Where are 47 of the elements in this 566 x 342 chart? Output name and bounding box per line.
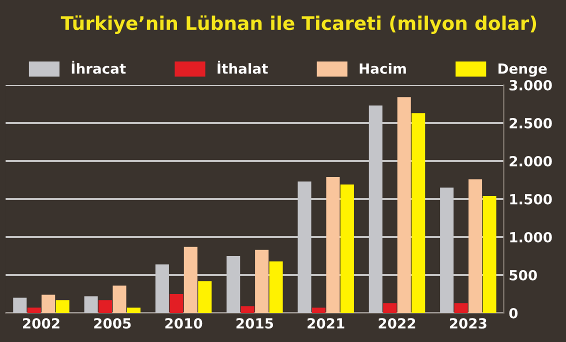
x-tick-label: 2002 [23,318,60,329]
y-tick-label: 2.000 [510,156,552,166]
bar [226,256,240,313]
bar [155,264,169,313]
bar [326,176,340,313]
bar [255,250,269,313]
bar [184,246,198,313]
bar [340,184,354,313]
bar [170,294,184,313]
x-tick-label: 2010 [165,318,202,329]
bar [269,261,283,313]
bar [298,182,312,313]
x-tick-label: 2022 [378,318,416,329]
x-tick-label: 2015 [236,318,274,329]
bar [440,188,454,313]
legend-label: Denge [498,64,547,77]
bar [98,300,112,313]
y-tick-label: 1.500 [510,194,552,204]
bar [240,306,254,313]
bar [454,303,468,313]
legend-label: İhracat [72,60,126,74]
bar [42,294,56,313]
y-tick-label: 0 [509,308,518,318]
bar [368,106,382,313]
bar [383,303,397,313]
bar [482,196,496,313]
x-tick-label: 2023 [450,318,486,329]
bar [13,298,27,313]
bar [84,296,98,313]
bar [56,300,70,313]
chart-title: Türkiye’nin Lübnan ile Ticareti (milyon dolar) [60,15,536,34]
bar [198,281,212,313]
bar [468,179,482,313]
y-tick-label: 1.000 [510,232,552,242]
legend-label: Hacim [360,63,406,74]
x-tick-label: 2005 [94,318,131,329]
y-tick-label: 500 [510,270,537,280]
legend-label: İthalat [218,60,268,74]
bar [112,286,126,313]
bar [397,97,411,313]
bar [27,308,41,313]
x-tick-label: 2021 [308,318,344,329]
bar [412,113,426,313]
bar [126,308,140,313]
y-tick-label: 2.500 [510,118,552,128]
bar [312,308,326,313]
y-tick-label: 3.000 [510,80,552,90]
